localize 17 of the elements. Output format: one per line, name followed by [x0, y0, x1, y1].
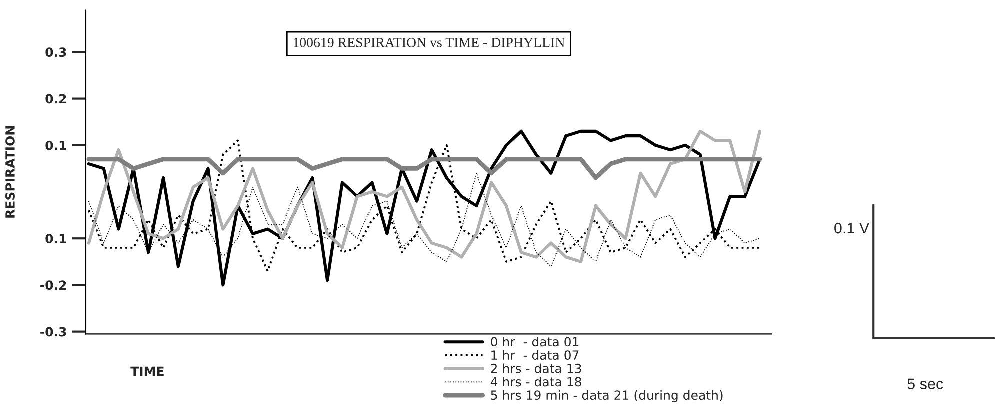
legend-label: 1 hr - data 07	[492, 350, 579, 360]
y-tick-label: 0.2	[46, 94, 66, 104]
y-tick-label: -0.3	[40, 327, 66, 337]
text: 100619 RESPIRATION vs TIME - DIPHYLLIN	[294, 38, 565, 48]
legend-label: 5 hrs 19 min - data 21 (during death)	[491, 390, 723, 402]
legend-label: 0 hr - data 01	[491, 337, 579, 347]
y-tick-label: -0.2	[40, 280, 66, 290]
legend-label: 2 hrs - data 13	[491, 364, 582, 374]
y-tick-label: 0.1	[46, 140, 66, 150]
legend-label: 4 hrs - data 18	[490, 377, 582, 387]
y-axis-title: RESPIRATION	[5, 126, 15, 218]
text: 0.1 V	[834, 222, 870, 234]
y-tick-label: 0.1	[46, 234, 66, 244]
line-series	[86, 157, 762, 180]
text: 5 sec	[908, 378, 944, 390]
x-axis-title: TIME	[130, 366, 164, 376]
y-tick-label: 0.3	[46, 48, 66, 58]
